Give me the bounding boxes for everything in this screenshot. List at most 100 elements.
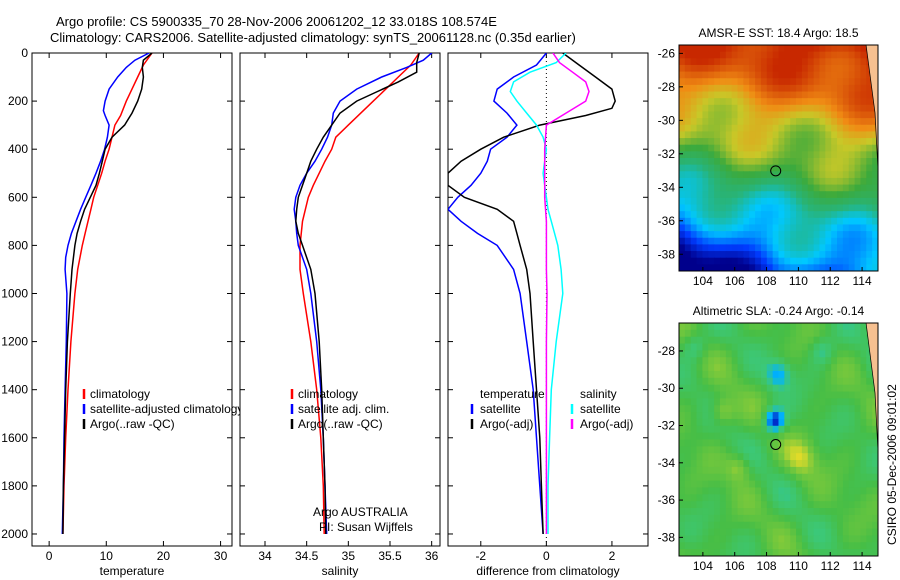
sla_map-heatmap-cell <box>696 329 704 338</box>
salinity-xtick-label: 35 <box>342 549 356 563</box>
sst_map-heatmap-cell <box>725 45 733 53</box>
sla_map-heatmap-cell <box>690 466 698 475</box>
sst_map-heatmap-cell <box>842 204 850 212</box>
sla_map-heatmap-cell <box>854 398 862 406</box>
sla_map-heatmap-cell <box>854 370 862 379</box>
sla_map-heatmap-cell <box>696 336 704 345</box>
sla_map-heatmap-cell <box>702 542 709 550</box>
sla_map-heatmap-cell <box>696 480 704 489</box>
sst_map-heatmap-cell <box>725 144 733 152</box>
sla_map-heatmap-cell <box>702 432 709 441</box>
sla_map-heatmap-cell <box>796 384 803 393</box>
sla_map-heatmap-cell <box>696 377 704 386</box>
sst_map-heatmap-cell <box>755 224 762 232</box>
sst_map-heatmap-cell <box>778 98 785 106</box>
sla_map-heatmap-cell <box>790 528 797 537</box>
salinity-xlabel: salinity <box>322 564 359 578</box>
sla_map-heatmap-cell <box>679 377 686 386</box>
sla_map-heatmap-cell <box>801 384 809 393</box>
sla_map-heatmap-cell <box>749 425 756 434</box>
sst_map-heatmap-cell <box>801 51 809 59</box>
sst_map-heatmap-cell <box>866 211 873 219</box>
sst_map-heatmap-cell <box>854 171 862 179</box>
sla_map-heatmap-cell <box>679 350 686 358</box>
sst_map-heatmap-cell <box>743 118 750 126</box>
sst_map-heatmap-cell <box>725 244 733 252</box>
sla_map-heatmap-cell <box>819 494 826 502</box>
sst_map-heatmap-cell <box>772 104 780 113</box>
sst_map-heatmap-cell <box>807 131 815 139</box>
sla_map-heatmap-cell <box>696 412 704 420</box>
sst_map-heatmap-cell <box>743 264 750 271</box>
sla_map-heatmap-cell <box>819 370 826 379</box>
sla_map-heatmap-cell <box>708 508 715 516</box>
sst_map-heatmap-cell <box>784 171 791 179</box>
sla_map-heatmap-cell <box>848 460 856 468</box>
sst_map-heatmap-cell <box>719 91 727 99</box>
sla_map-heatmap-cell <box>737 350 744 358</box>
sla_map-heatmap-cell <box>690 364 698 372</box>
sst_map-heatmap-cell <box>719 164 727 172</box>
sla_map-heatmap-cell <box>866 521 873 530</box>
sst_map-heatmap-cell <box>725 158 733 166</box>
sla_map-heatmap-cell <box>737 494 744 502</box>
sst_map-heatmap-cell <box>807 244 815 252</box>
sst_map-heatmap-cell <box>831 164 838 172</box>
sst_map-heatmap-cell <box>684 237 692 246</box>
sla_map-xtick-label: 110 <box>789 559 808 573</box>
sst_map-heatmap-cell <box>719 45 727 53</box>
sla_map-heatmap-cell <box>684 514 692 523</box>
sla_map-heatmap-cell <box>755 370 762 379</box>
sla_map-heatmap-cell <box>679 405 686 413</box>
sla_map-heatmap-cell <box>679 466 686 475</box>
sla_map-heatmap-cell <box>837 535 844 543</box>
sla_map-heatmap-cell <box>708 487 715 495</box>
sla_map-heatmap-cell <box>772 418 780 427</box>
sst_map-heatmap-cell <box>696 264 704 271</box>
sla_map-heatmap-cell <box>719 418 727 427</box>
sst_map-heatmap-cell <box>679 264 686 271</box>
sst_map-heatmap-cell <box>749 211 756 219</box>
sla_map-heatmap-cell <box>854 391 862 399</box>
sst_map-heatmap-cell <box>772 138 780 146</box>
sla_map-heatmap-cell <box>854 487 862 495</box>
sst_map-heatmap-cell <box>801 204 809 212</box>
sst_map-heatmap-cell <box>743 64 750 73</box>
sst_map-heatmap-cell <box>784 71 791 79</box>
depth-tick-label: 1000 <box>1 286 28 300</box>
sst_map-heatmap-cell <box>860 204 867 212</box>
sla_map-heatmap-cell <box>872 487 878 495</box>
sla_map-heatmap-cell <box>708 357 715 365</box>
sla_map-heatmap-cell <box>731 405 739 413</box>
sla_map-heatmap-cell <box>837 528 844 537</box>
sla_map-heatmap-cell <box>743 323 750 331</box>
sla_map-heatmap-cell <box>725 535 733 543</box>
sla_map-heatmap-cell <box>860 323 867 331</box>
sla_map-heatmap-cell <box>784 398 791 406</box>
sst_map-heatmap-cell <box>679 138 686 146</box>
sst_map-heatmap-cell <box>848 217 856 226</box>
sla_map-heatmap-cell <box>801 377 809 386</box>
sst_map-heatmap-cell <box>766 184 774 192</box>
sst_map-heatmap-cell <box>778 91 785 99</box>
sla_map-heatmap-cell <box>708 501 715 509</box>
sst_map-heatmap-cell <box>778 51 785 59</box>
sla_map-heatmap-cell <box>743 350 750 358</box>
sst_map-heatmap-cell <box>860 118 867 126</box>
sla_map-heatmap-cell <box>696 364 704 372</box>
sst_map-heatmap-cell <box>749 264 756 271</box>
sla_map-heatmap-cell <box>679 460 686 468</box>
sla_map-heatmap-cell <box>819 514 826 523</box>
sst_map-heatmap-cell <box>825 64 832 73</box>
temperature-panel: 0 10 20 30020040060080010001200140016001800… <box>1 46 243 578</box>
sst_map-heatmap-cell <box>778 184 785 192</box>
sla_map-heatmap-cell <box>725 364 733 372</box>
sla_map-heatmap-cell <box>760 528 768 537</box>
sla_map-heatmap-cell <box>755 508 762 516</box>
sla_map-heatmap-cell <box>819 343 826 352</box>
sst_map-heatmap-cell <box>760 231 768 239</box>
sla_map-heatmap-cell <box>825 336 832 345</box>
sla_map-heatmap-cell <box>848 432 856 441</box>
sla_map-heatmap-cell <box>719 350 727 358</box>
sst_map-heatmap-cell <box>772 71 780 79</box>
